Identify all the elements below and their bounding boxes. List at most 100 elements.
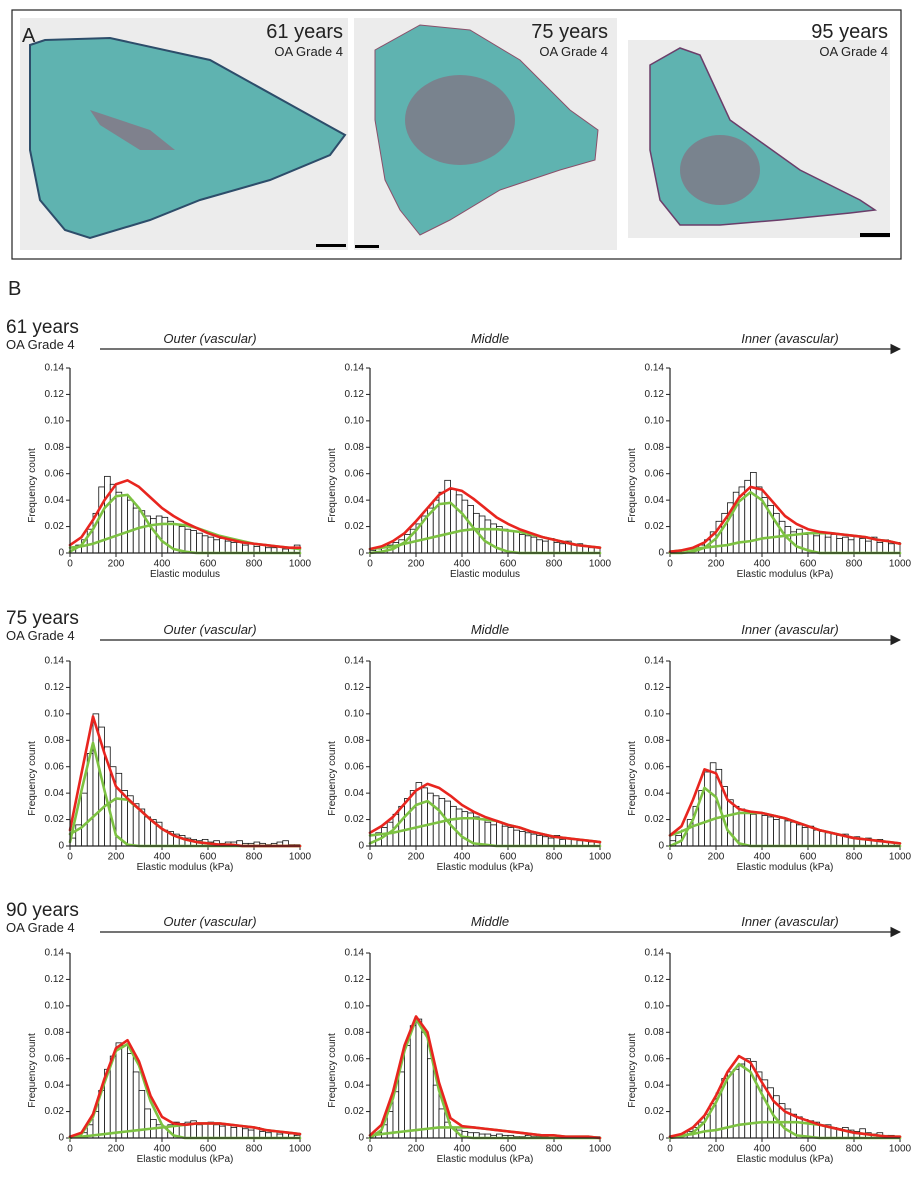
- histogram-bar: [825, 833, 831, 846]
- histogram-bar: [497, 822, 503, 846]
- y-tick-label: 0.14: [345, 656, 365, 667]
- histogram-bar: [197, 533, 203, 553]
- y-tick-label: 0.06: [45, 1053, 65, 1064]
- y-tick-label: 0.12: [345, 682, 365, 693]
- x-tick-label: 200: [408, 852, 425, 863]
- histogram-bar: [514, 830, 520, 846]
- y-tick-label: 0.04: [645, 495, 665, 506]
- histogram-bar: [133, 1072, 139, 1138]
- y-axis-label: Frequency count: [327, 741, 338, 816]
- histogram-bar: [710, 763, 716, 846]
- chart: 00.020.040.060.080.100.120.1402004006008…: [27, 948, 312, 1165]
- histogram-bar: [214, 540, 220, 553]
- image-grade: OA Grade 4: [274, 44, 343, 59]
- x-tick-label: 600: [800, 852, 817, 863]
- row-age: 75 years: [6, 608, 79, 629]
- image-age: 75 years: [531, 21, 608, 43]
- y-tick-label: 0.14: [645, 948, 665, 959]
- x-tick-label: 400: [154, 852, 171, 863]
- x-axis-label: Elastic modulus: [450, 569, 520, 580]
- y-tick-label: 0.12: [45, 682, 65, 693]
- x-tick-label: 400: [454, 1144, 471, 1155]
- histogram-bar: [820, 532, 826, 553]
- histogram-bar: [785, 821, 791, 846]
- x-tick-label: 200: [108, 852, 125, 863]
- y-axis-label: Frequency count: [627, 741, 638, 816]
- histogram-bar: [791, 822, 797, 846]
- histogram-bar: [520, 831, 526, 846]
- histogram-bar: [422, 1032, 428, 1138]
- histogram-bar: [208, 537, 214, 553]
- x-tick-label: 600: [800, 559, 817, 570]
- y-axis-label: Frequency count: [27, 1033, 38, 1108]
- x-tick-label: 1000: [289, 1144, 312, 1155]
- x-tick-label: 1000: [589, 852, 612, 863]
- histogram-bar: [399, 806, 405, 846]
- y-tick-label: 0.04: [345, 1080, 365, 1091]
- x-tick-label: 0: [667, 559, 673, 570]
- y-tick-label: 0.12: [345, 389, 365, 400]
- histogram-bar: [554, 542, 560, 553]
- histogram-bar: [122, 1046, 128, 1139]
- histogram-bar: [531, 834, 537, 846]
- histogram-bar: [889, 544, 895, 553]
- y-tick-label: 0.04: [345, 788, 365, 799]
- x-tick-label: 400: [154, 559, 171, 570]
- histogram-bar: [825, 537, 831, 553]
- histogram-bar: [202, 1123, 208, 1138]
- region-label: Inner (avascular): [741, 331, 839, 346]
- panel-label: A: [22, 25, 36, 47]
- region-label: Middle: [471, 914, 509, 929]
- y-tick-label: 0.10: [345, 415, 365, 426]
- y-tick-label: 0.12: [645, 682, 665, 693]
- y-tick-label: 0.10: [45, 1000, 65, 1011]
- x-axis-label: Elastic modulus (kPa): [437, 862, 534, 873]
- histogram-bar: [877, 542, 883, 553]
- x-tick-label: 600: [500, 559, 517, 570]
- x-axis-label: Elastic modulus: [150, 569, 220, 580]
- y-tick-label: 0.14: [645, 363, 665, 374]
- tissue-stain: [680, 135, 760, 205]
- histogram-bar: [405, 798, 411, 846]
- histogram-bar: [439, 1109, 445, 1138]
- histogram-bar: [197, 1125, 203, 1138]
- histogram-bar: [225, 541, 231, 553]
- histogram-bar: [520, 535, 526, 554]
- histogram-bar: [866, 541, 872, 553]
- y-tick-label: 0.14: [345, 948, 365, 959]
- y-tick-label: 0.14: [45, 948, 65, 959]
- row-age: 61 years: [6, 317, 79, 338]
- y-tick-label: 0: [358, 841, 364, 852]
- row-grade: OA Grade 4: [6, 337, 75, 352]
- image-grade: OA Grade 4: [539, 44, 608, 59]
- histogram-bar: [843, 537, 849, 553]
- histogram-bar: [110, 484, 116, 553]
- histogram-bar: [514, 532, 520, 553]
- y-tick-label: 0.10: [345, 1000, 365, 1011]
- row-grade: OA Grade 4: [6, 920, 75, 935]
- y-tick-label: 0: [658, 548, 664, 559]
- histogram-bar: [728, 800, 734, 846]
- x-tick-label: 0: [67, 559, 73, 570]
- y-tick-label: 0.08: [45, 442, 65, 453]
- x-tick-label: 800: [246, 1144, 263, 1155]
- y-tick-label: 0.14: [45, 363, 65, 374]
- histogram-bar: [779, 818, 785, 846]
- image-grade: OA Grade 4: [819, 44, 888, 59]
- y-tick-label: 0.06: [645, 468, 665, 479]
- x-axis-label: Elastic modulus (kPa): [437, 1154, 534, 1165]
- x-tick-label: 400: [154, 1144, 171, 1155]
- histogram-bar: [185, 529, 191, 553]
- x-tick-label: 0: [667, 1144, 673, 1155]
- histogram-bar: [831, 834, 837, 846]
- scale-bar: [860, 233, 890, 237]
- y-tick-label: 0.04: [645, 1080, 665, 1091]
- histogram-bar: [416, 1019, 422, 1138]
- x-tick-label: 600: [200, 559, 217, 570]
- histogram-bar: [462, 500, 468, 553]
- x-tick-label: 800: [546, 559, 563, 570]
- histogram-bar: [485, 520, 491, 553]
- y-tick-label: 0.02: [345, 521, 365, 532]
- y-axis-label: Frequency count: [627, 1033, 638, 1108]
